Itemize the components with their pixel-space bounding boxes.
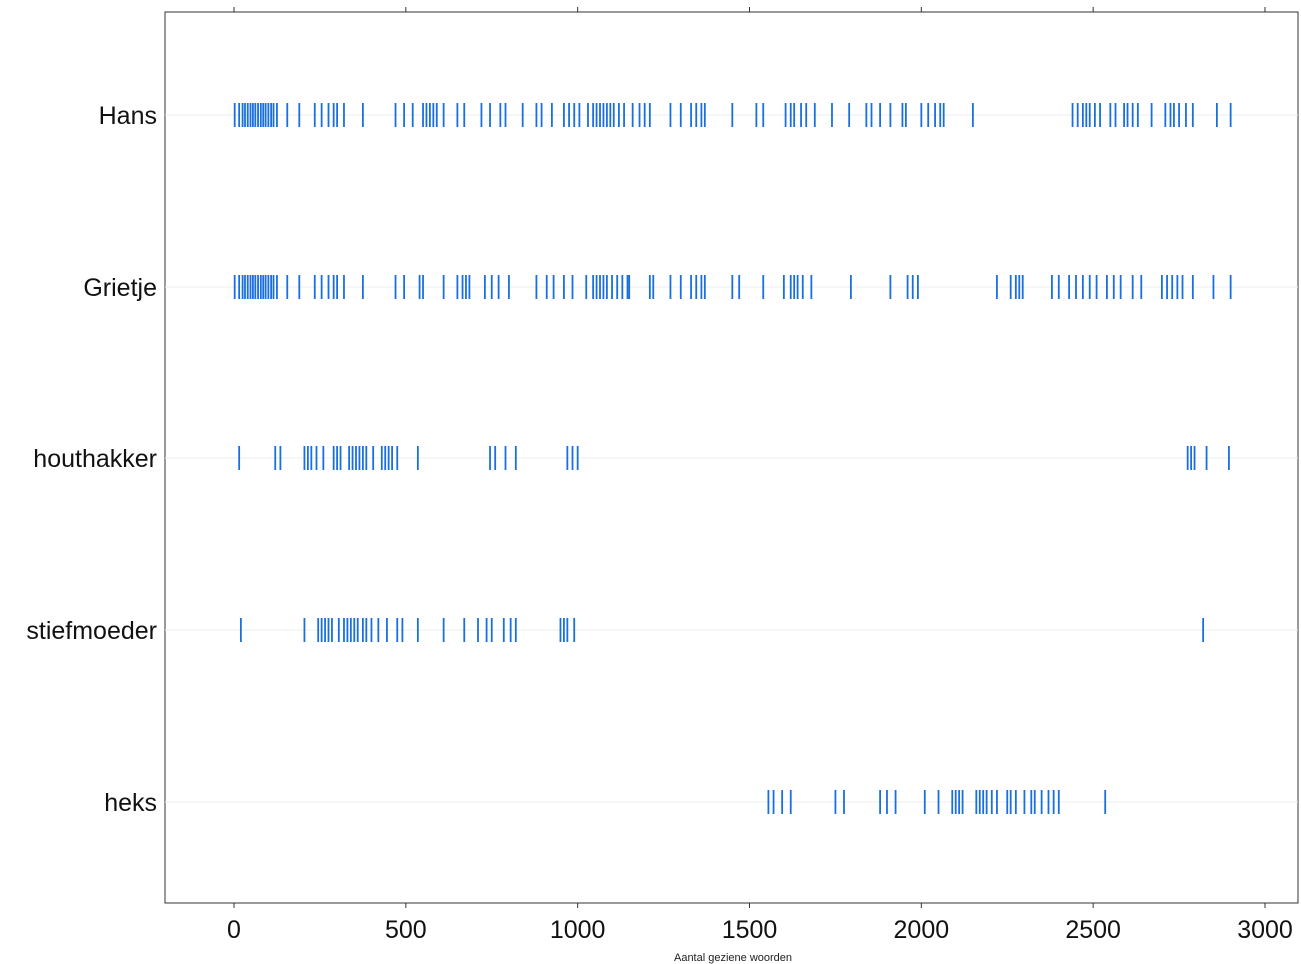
category-label-Grietje: Grietje [83,274,157,302]
category-label-Hans: Hans [99,102,157,130]
series-Hans [233,103,1232,127]
x-axis: 0 500 1000 1500 2000 2500 3000 [227,7,1293,944]
x-axis-label: Aantal geziene woorden [674,952,792,964]
category-label-houthakker: houthakker [33,445,157,473]
x-tick-label: 2000 [894,916,950,944]
x-tick-label: 0 [227,916,241,944]
x-tick-label: 3000 [1237,916,1293,944]
series-Grietje [233,275,1232,299]
series-stiefmoeder [239,618,1205,642]
category-labels: Hans Grietje houthakker stiefmoeder heks [26,102,157,817]
event-marks [233,103,1232,814]
category-label-heks: heks [104,789,157,817]
category-label-stiefmoeder: stiefmoeder [26,617,157,645]
series-houthakker [238,446,1230,470]
x-tick-label: 1500 [722,916,778,944]
x-tick-label: 2500 [1065,916,1121,944]
series-heks [767,790,1107,814]
x-tick-label: 500 [385,916,427,944]
x-tick-label: 1000 [550,916,606,944]
